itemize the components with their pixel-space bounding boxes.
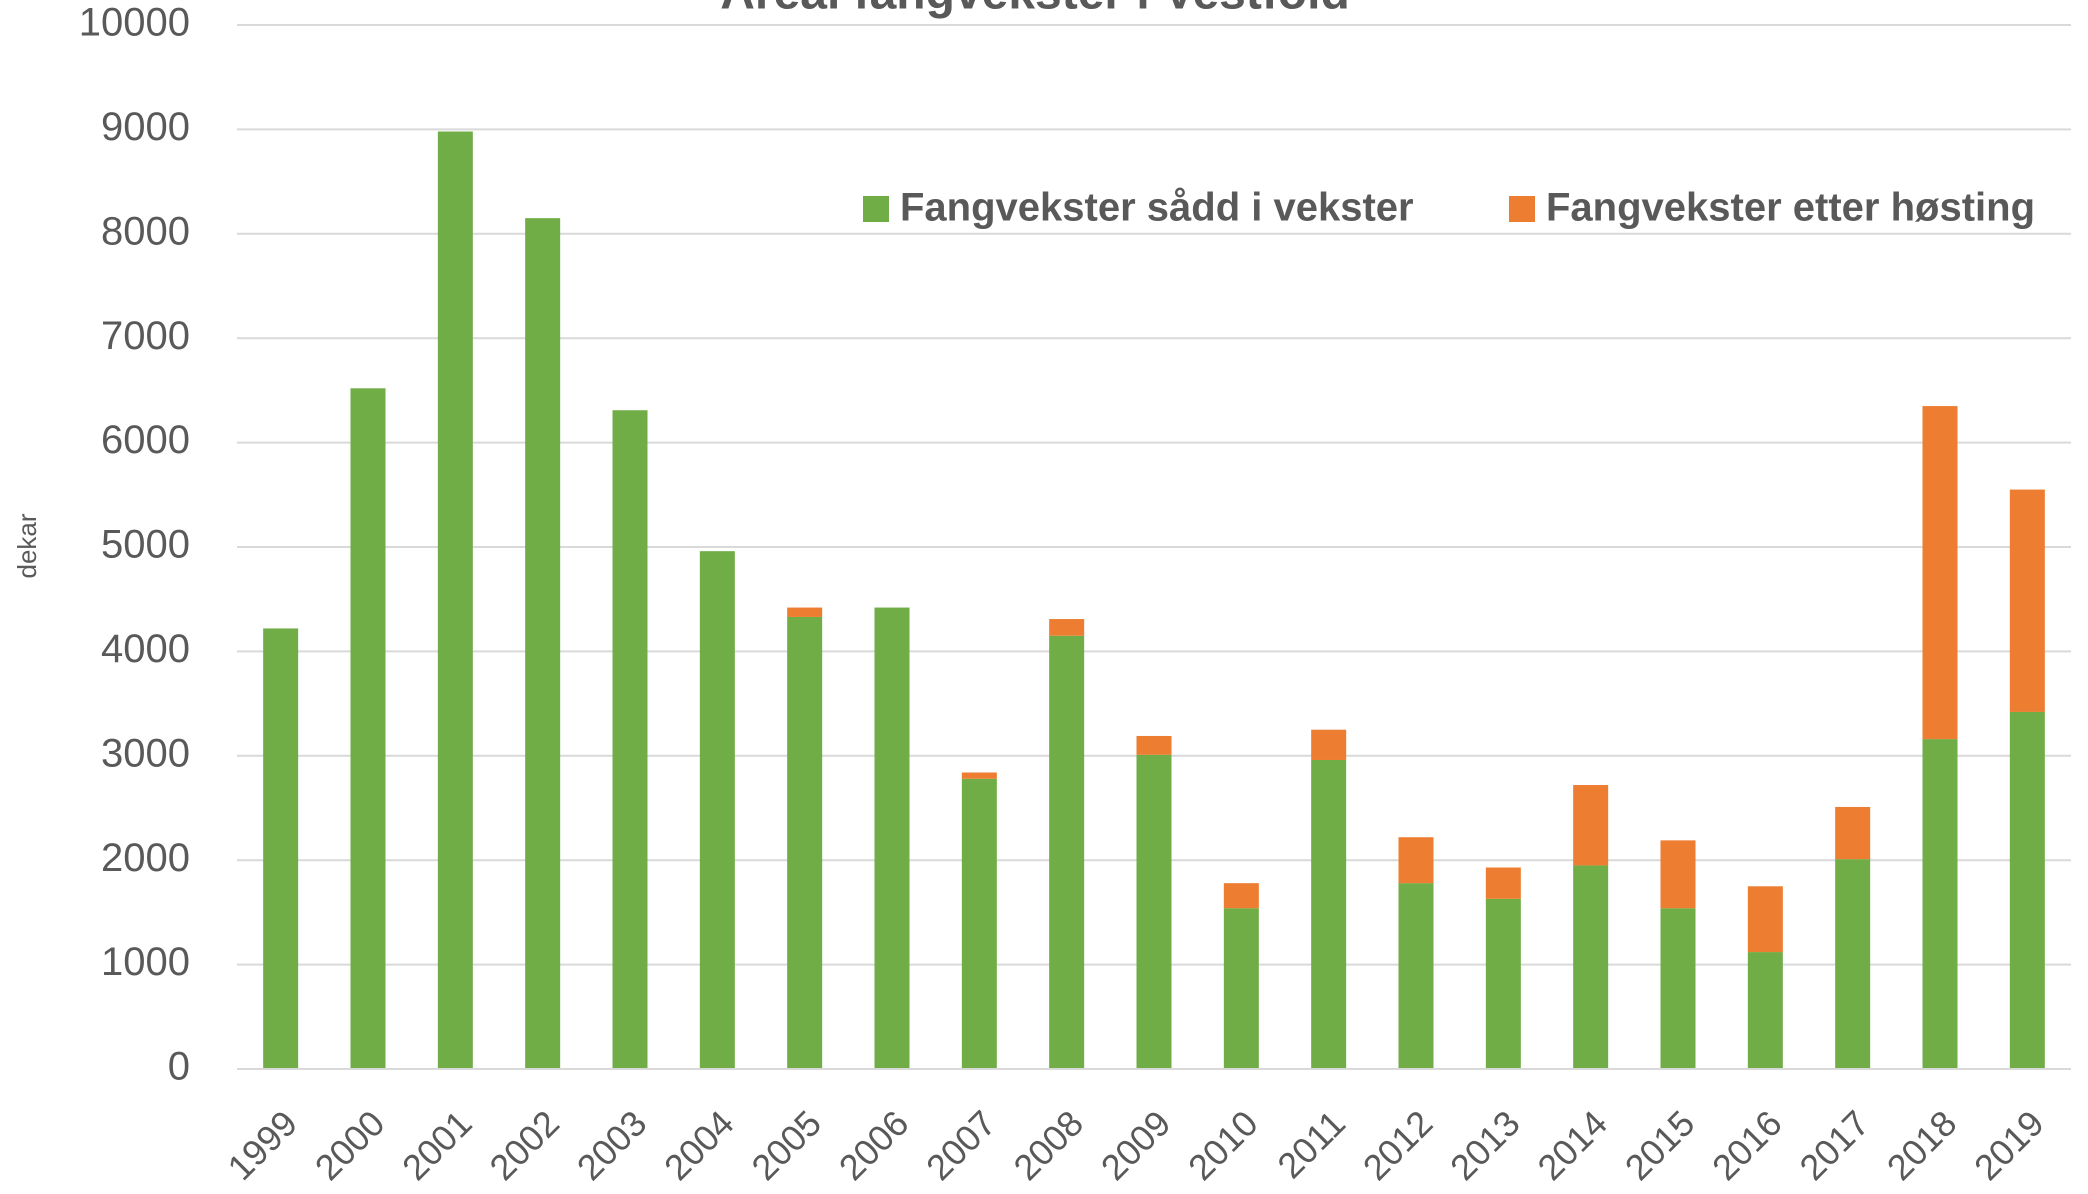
bar-segment: [1311, 729, 1347, 760]
bar-segment: [1573, 865, 1609, 1069]
x-tick-label: 2012: [1355, 1102, 1441, 1188]
x-tick-label: 2001: [394, 1102, 480, 1188]
y-tick-label: 2000: [101, 836, 190, 880]
bar-segment: [1485, 898, 1521, 1069]
legend-swatch: [863, 196, 889, 222]
bar-segment: [961, 778, 997, 1069]
y-axis-label: dekar: [12, 513, 42, 578]
bar-segment: [961, 772, 997, 779]
legend-swatch: [1509, 196, 1535, 222]
bar-segment: [1922, 406, 1958, 740]
legend-label: Fangvekster sådd i vekster: [900, 186, 1414, 230]
bar-segment: [874, 607, 910, 1069]
bar-segment: [1398, 837, 1434, 884]
bar-segment: [1573, 785, 1609, 866]
y-tick-label: 5000: [101, 523, 190, 567]
bar-segment: [787, 616, 823, 1069]
x-tick-label: 2014: [1529, 1102, 1615, 1188]
bar-segment: [1223, 908, 1259, 1069]
y-tick-label: 7000: [101, 314, 190, 358]
x-tick-label: 2016: [1704, 1102, 1790, 1188]
x-tick-label: 2011: [1269, 1102, 1353, 1186]
bar-segment: [2009, 711, 2045, 1069]
bar-segment: [1223, 883, 1259, 909]
x-tick-label: 2019: [1966, 1102, 2052, 1188]
y-tick-label: 0: [168, 1045, 190, 1089]
y-tick-label: 8000: [101, 209, 190, 253]
x-tick-label: 2006: [831, 1102, 917, 1188]
bar-segment: [2009, 489, 2045, 712]
legend-label: Fangvekster etter høsting: [1546, 186, 2035, 230]
x-tick-label: 1999: [219, 1102, 305, 1188]
x-tick-label: 2017: [1791, 1102, 1877, 1188]
bar-segment: [1747, 952, 1783, 1069]
x-tick-label: 2002: [481, 1102, 567, 1188]
y-tick-label: 1000: [101, 940, 190, 984]
y-tick-label: 6000: [101, 418, 190, 462]
y-tick-label: 4000: [101, 627, 190, 671]
bar-segment: [1136, 735, 1172, 755]
x-tick-label: 2008: [1005, 1102, 1091, 1188]
bar-segment: [437, 131, 473, 1069]
bar-segment: [1747, 886, 1783, 953]
x-tick-label: 2007: [918, 1102, 1004, 1188]
bar-segment: [1660, 908, 1696, 1069]
x-tick-label: 2013: [1442, 1102, 1528, 1188]
x-tick-label: 2009: [1093, 1102, 1179, 1188]
bar-segment: [1660, 840, 1696, 909]
bar-segment: [525, 218, 561, 1069]
bar-segment: [1485, 867, 1521, 899]
x-tick-label: 2005: [743, 1102, 829, 1188]
y-tick-label: 9000: [101, 105, 190, 149]
chart-title: Areal fangvekster i Vestfold: [720, 0, 1350, 20]
x-tick-label: 2000: [307, 1102, 393, 1188]
bar-segment: [787, 607, 823, 617]
bar-segment: [1049, 635, 1085, 1069]
bar-segment: [699, 551, 735, 1069]
x-tick-label: 2010: [1180, 1102, 1266, 1188]
bar-segment: [263, 628, 299, 1069]
x-tick-label: 2015: [1617, 1102, 1703, 1188]
y-tick-label: 10000: [79, 1, 190, 45]
bar-segment: [1311, 759, 1347, 1069]
x-tick-label: 2003: [569, 1102, 655, 1188]
y-tick-label: 3000: [101, 731, 190, 775]
bar-segment: [350, 388, 386, 1069]
bar-segment: [1922, 739, 1958, 1069]
bar-segment: [1398, 883, 1434, 1069]
x-tick-label: 2004: [656, 1102, 742, 1188]
bar-segment: [1136, 754, 1172, 1069]
bar-segment: [612, 410, 648, 1070]
x-tick-label: 2018: [1879, 1102, 1965, 1188]
bar-segment: [1835, 859, 1871, 1069]
bar-segment: [1835, 806, 1871, 860]
bar-segment: [1049, 619, 1085, 636]
